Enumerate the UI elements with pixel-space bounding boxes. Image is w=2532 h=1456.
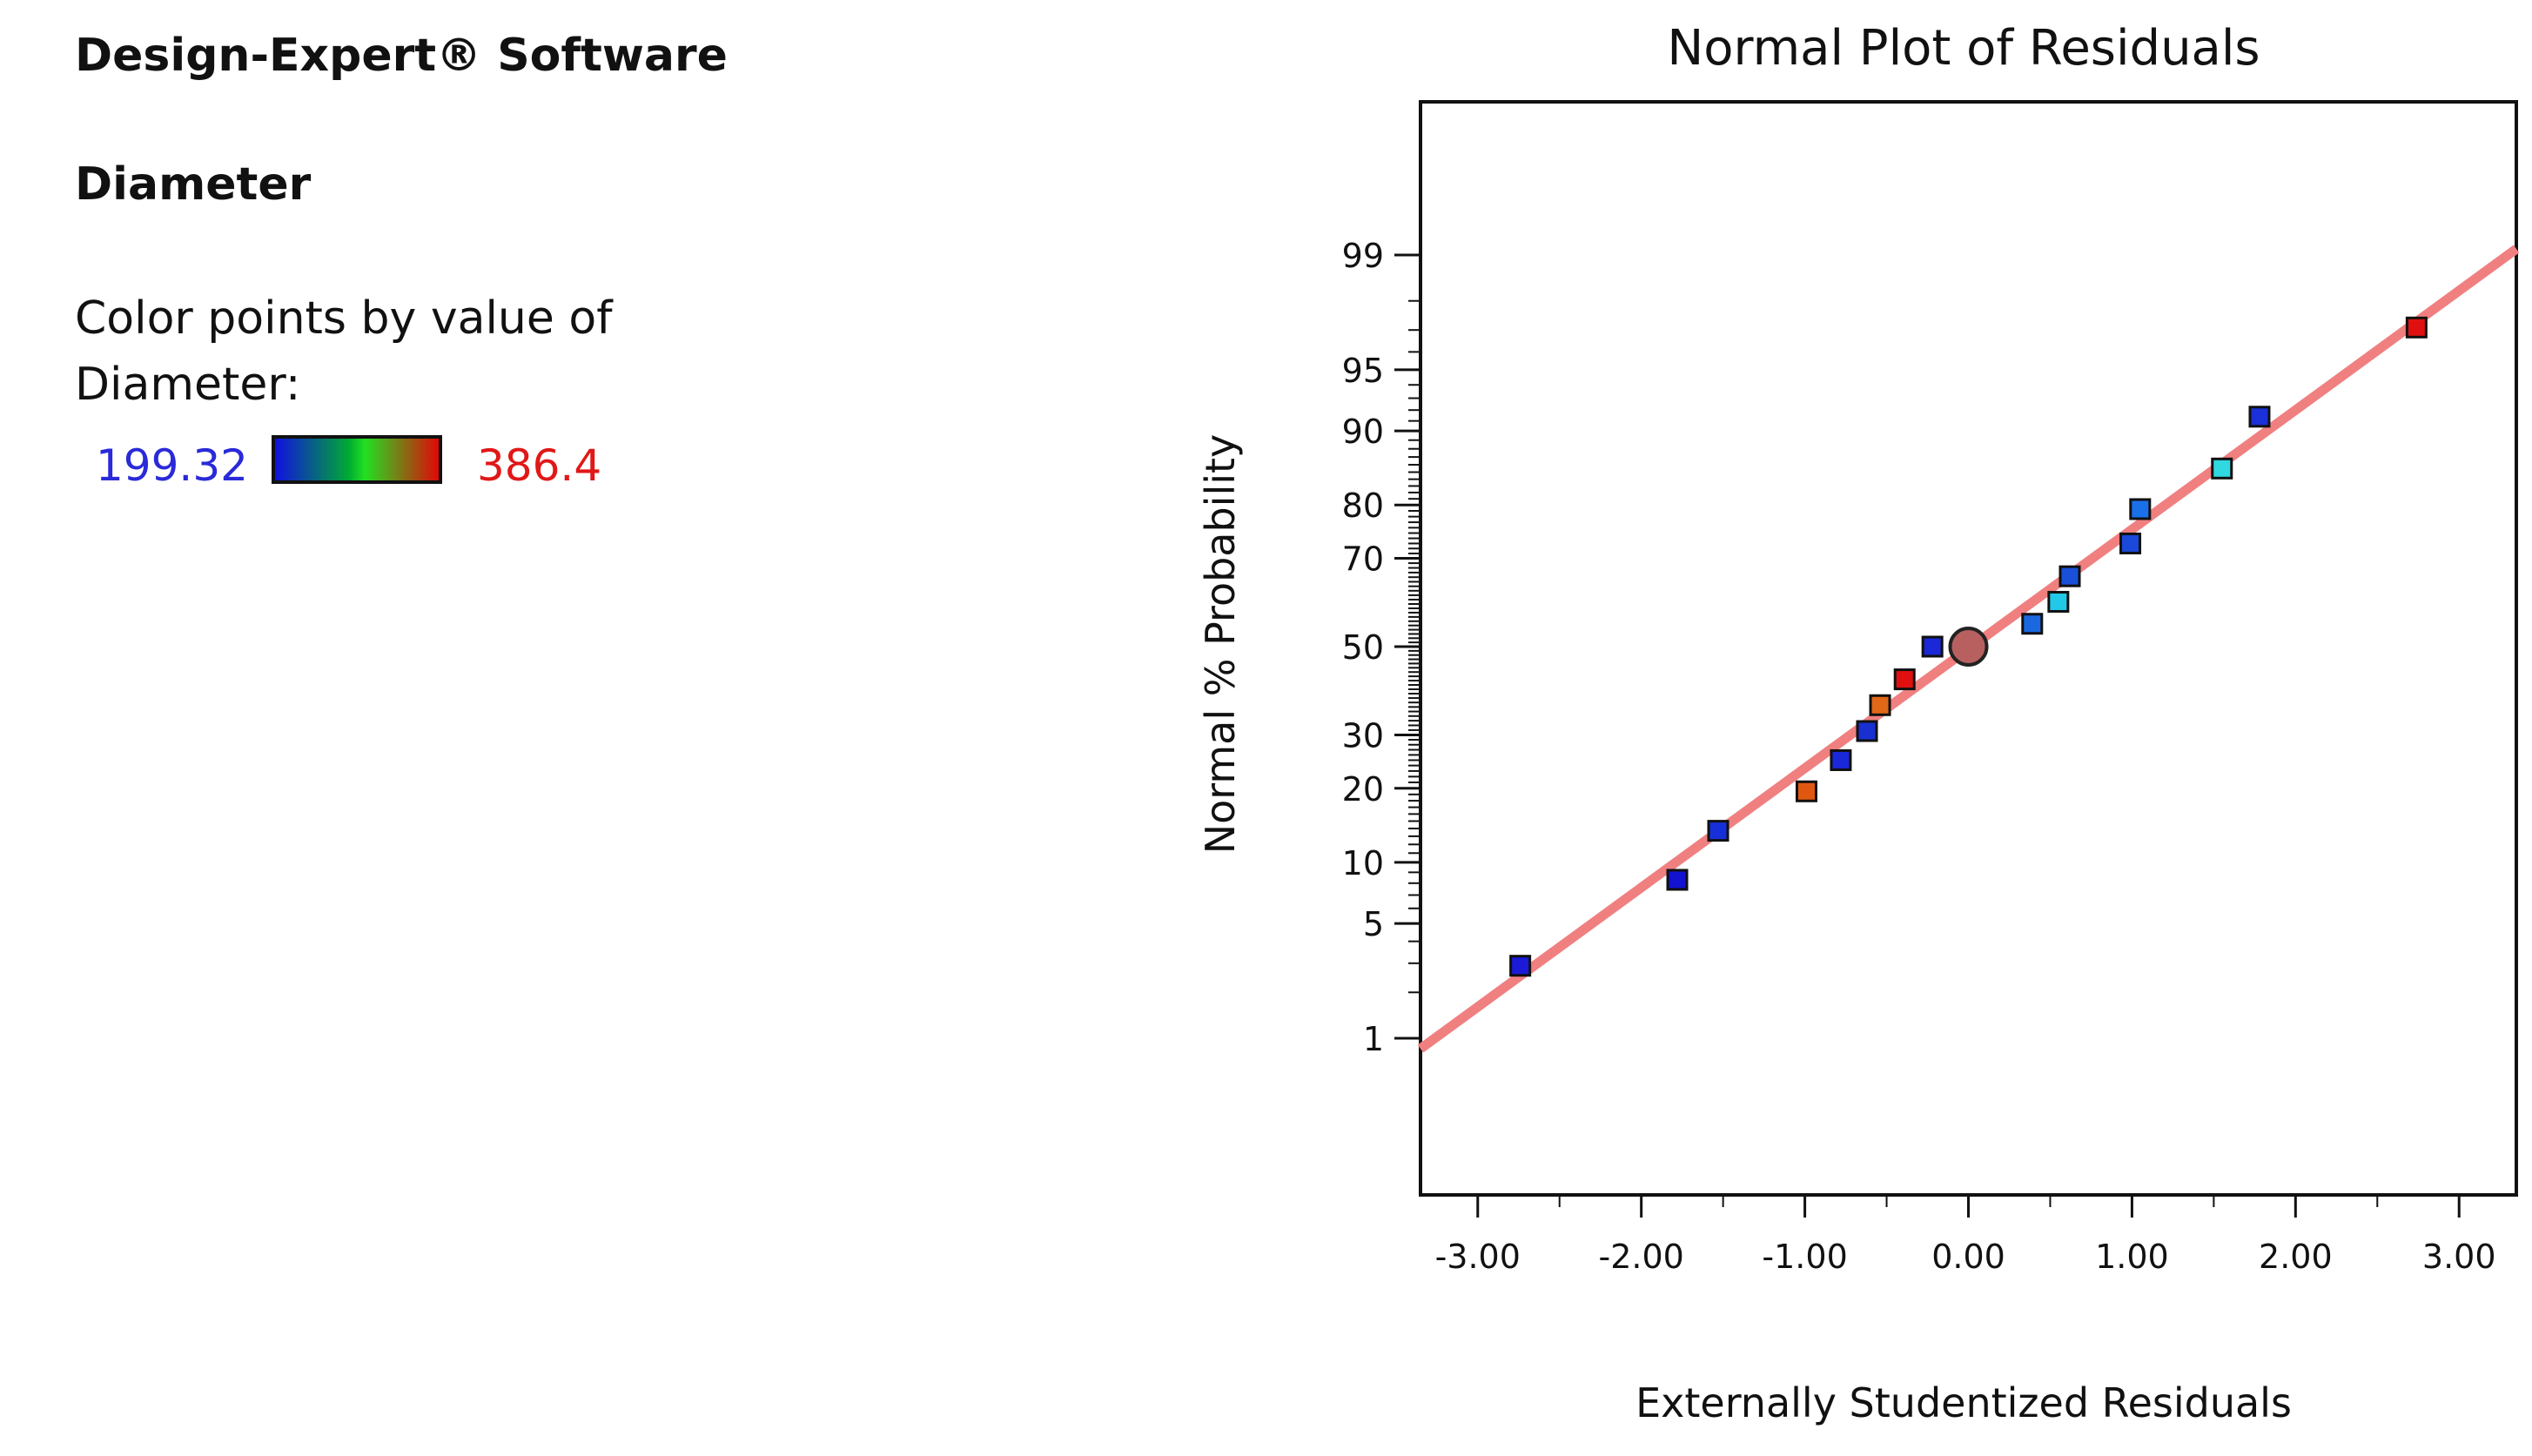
color-points-note: Color points by value of Diameter: [75,292,613,411]
data-point [1830,748,1852,771]
y-tick-label: 99 [1342,237,1384,275]
y-axis-label: Normal % Probability [1197,434,1244,855]
x-tick-label: -2.00 [1599,1238,1684,1276]
x-tick-label: 0.00 [1931,1238,2005,1276]
legend-max-value: 386.4 [477,440,602,491]
data-point [1707,820,1729,842]
data-point [2047,590,2070,613]
y-tick-label: 70 [1342,540,1384,579]
y-tick-label: 80 [1342,486,1384,525]
data-point [1869,694,1891,716]
app-title: Design-Expert® Software [75,30,728,82]
x-tick-label: 1.00 [2095,1238,2169,1276]
y-tick-label: 20 [1342,770,1384,809]
x-tick-label: -1.00 [1762,1238,1847,1276]
data-point [1666,869,1689,891]
data-point [1893,668,1916,691]
color-legend: 199.32 386.4 [75,435,736,493]
y-tick-label: 5 [1363,905,1384,943]
data-point [2021,613,2044,635]
x-tick-label: -3.00 [1435,1238,1521,1276]
y-tick-label: 95 [1342,352,1384,390]
x-tick-label: 3.00 [2422,1238,2496,1276]
data-point [2059,565,2081,587]
chart-title: Normal Plot of Residuals [1667,20,2260,77]
legend-min-value: 199.32 [96,440,248,491]
y-tick-label: 30 [1342,716,1384,755]
data-point [1795,780,1817,802]
y-tick-label: 1 [1363,1020,1384,1058]
data-point [2248,406,2271,428]
data-point [2119,532,2142,554]
data-point [2211,457,2233,480]
y-tick-label: 10 [1342,844,1384,882]
y-tick-label: 90 [1342,413,1384,451]
data-point [1856,720,1878,742]
data-point [1509,955,1532,977]
color-gradient-bar [272,435,442,484]
y-tick-label: 50 [1342,628,1384,667]
plot-area: 1 5 10 20 30 50 70 80 90 95 99 -3.00 -2.00 -1.00 0.00 1… [1342,100,2520,1276]
center-marker [1948,627,1989,667]
data-point [1921,635,1944,658]
x-tick-label: 2.00 [2259,1238,2333,1276]
data-point [2405,316,2428,339]
x-axis-label: Externally Studentized Residuals [1635,1379,2292,1426]
response-name: Diameter [75,158,312,211]
data-point [2129,498,2152,520]
